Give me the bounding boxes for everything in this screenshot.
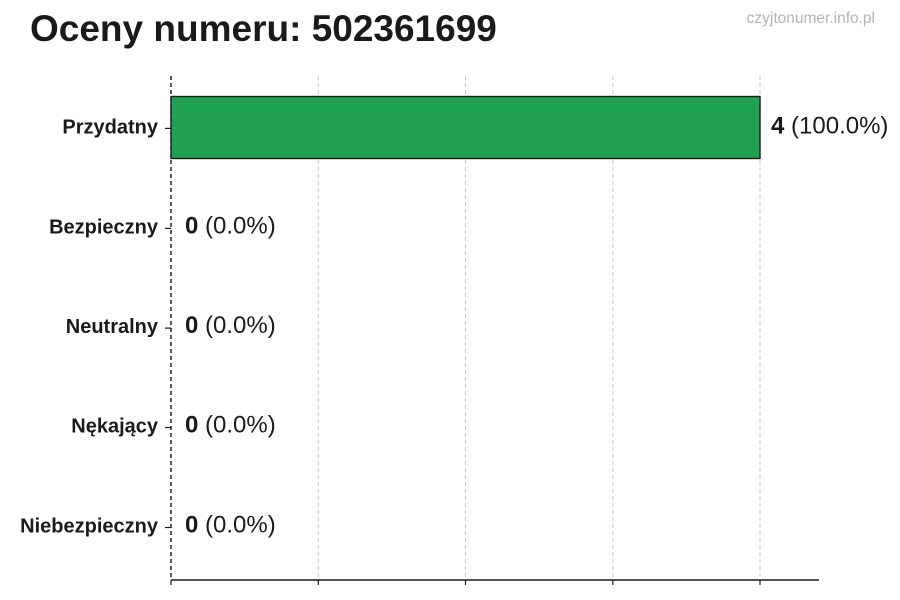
svg-text:Przydatny: Przydatny: [62, 117, 158, 139]
svg-text:Bezpieczny: Bezpieczny: [49, 217, 159, 239]
svg-text:Niebezpieczny: Niebezpieczny: [20, 516, 159, 538]
svg-text:Neutralny: Neutralny: [66, 316, 159, 338]
svg-text:0 (0.0%): 0 (0.0%): [185, 312, 276, 339]
svg-text:0 (0.0%): 0 (0.0%): [185, 412, 276, 439]
svg-text:4 (100.0%): 4 (100.0%): [771, 113, 888, 140]
svg-text:0 (0.0%): 0 (0.0%): [185, 213, 276, 240]
svg-text:0 (0.0%): 0 (0.0%): [185, 512, 276, 539]
svg-text:Nękający: Nękający: [71, 416, 159, 438]
